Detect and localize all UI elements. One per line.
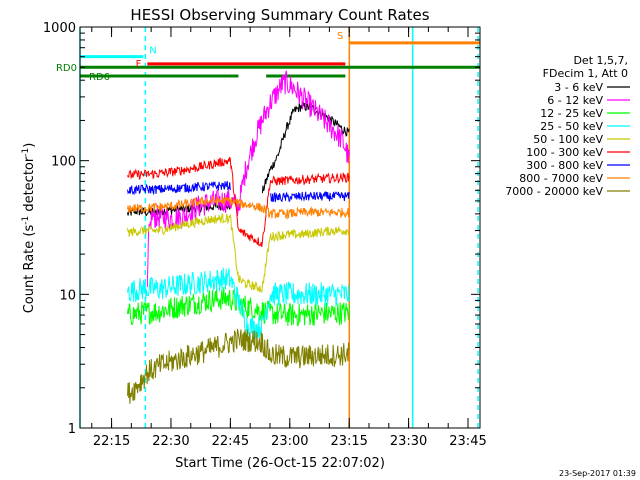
- legend-label-5: 100 - 300 keV: [526, 146, 603, 159]
- legend-label-1: 6 - 12 keV: [547, 94, 603, 107]
- series-line-4: [127, 212, 350, 294]
- legend-header-2: FDecim 1, Att 0: [543, 67, 628, 80]
- legend-label-3: 25 - 50 keV: [540, 120, 603, 133]
- y-tick-label: 100: [51, 155, 76, 170]
- series-line-3: [127, 267, 350, 340]
- timestamp: 23-Sep-2017 01:39: [559, 469, 636, 478]
- y-tick-label: 10: [59, 288, 76, 303]
- legend-label-6: 300 - 800 keV: [526, 159, 603, 172]
- series-line-6: [127, 180, 350, 203]
- x-tick-label: 23:15: [330, 434, 367, 449]
- legend-label-8: 7000 - 20000 keV: [505, 185, 603, 198]
- chart-title: HESSI Observing Summary Count Rates: [130, 6, 429, 24]
- series-line-8: [127, 328, 350, 404]
- plot-area: NF S RD0 RD6 1 10 100 1000 22:15 22:30 22:45 23:00 2…: [43, 21, 487, 449]
- series-line-0: [127, 101, 350, 217]
- series-line-5: [127, 156, 350, 248]
- x-tick-label: 23:00: [271, 434, 308, 449]
- legend-header-1: Det 1,5,7,: [573, 54, 628, 67]
- x-tick-label: 22:15: [93, 434, 130, 449]
- x-tick-label: 23:30: [390, 434, 427, 449]
- state-label-f: F: [136, 59, 142, 70]
- series-line-7: [127, 195, 350, 220]
- x-axis-label: Start Time (26-Oct-15 22:07:02): [175, 456, 385, 471]
- state-label-s: S: [337, 31, 343, 42]
- y-tick-label: 1: [68, 422, 76, 437]
- x-tick-label: 22:30: [152, 434, 189, 449]
- x-tick-label: 23:45: [449, 434, 486, 449]
- legend-label-0: 3 - 6 keV: [554, 81, 603, 94]
- x-tick-label: 22:45: [212, 434, 249, 449]
- series-line-1: [146, 70, 350, 288]
- legend-label-2: 12 - 25 keV: [540, 107, 603, 120]
- state-label-rd0: RD0: [56, 63, 77, 74]
- state-label-rd6: RD6: [89, 72, 110, 83]
- state-label-n: N: [149, 46, 156, 57]
- legend-label-4: 50 - 100 keV: [533, 133, 603, 146]
- y-axis-label: Count Rate (s-1 detector-1): [21, 143, 37, 314]
- legend-label-7: 800 - 7000 keV: [519, 172, 603, 185]
- plot-frame: [79, 26, 481, 429]
- y-tick-label: 1000: [43, 21, 76, 36]
